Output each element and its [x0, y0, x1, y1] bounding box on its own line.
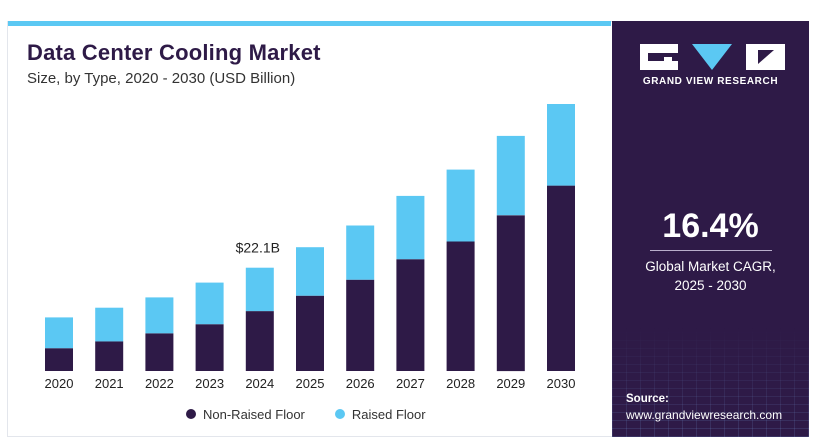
x-tick-label-2023: 2023: [195, 376, 224, 391]
x-tick-label-2024: 2024: [245, 376, 274, 391]
legend-label-raised: Raised Floor: [351, 406, 426, 422]
chart-title: Data Center Cooling Market: [27, 40, 321, 65]
legend-item-non-raised: Non-Raised Floor: [186, 407, 305, 422]
bar-non-raised-2026: [346, 279, 375, 371]
bar-non-raised-2020: [45, 348, 73, 371]
x-tick-label-2026: 2026: [346, 376, 375, 391]
cagr-label-line1: Global Market CAGR,: [645, 259, 776, 274]
bar-non-raised-2022: [145, 333, 174, 371]
bar-raised-2030: [547, 104, 575, 186]
bar-non-raised-2023: [195, 324, 224, 371]
x-tick-label-2020: 2020: [45, 376, 74, 391]
x-tick-label-2029: 2029: [496, 376, 525, 391]
bar-raised-2022: [145, 297, 174, 334]
cagr-label-line2: 2025 - 2030: [674, 278, 747, 293]
bar-raised-2021: [95, 307, 124, 342]
stacked-bar-chart: 2020 2021 2022 2023 2024 $22.1B 2025 2026 2027 20…: [45, 104, 576, 391]
cagr-label: Global Market CAGR, 2025 - 2030: [612, 257, 809, 295]
bar-non-raised-2030: [547, 185, 575, 371]
bar-raised-2023: [195, 282, 224, 325]
accent-bar: [8, 21, 611, 26]
source-url[interactable]: www.grandviewresearch.com: [626, 408, 783, 422]
source-label: Source:: [626, 393, 669, 405]
x-tick-label-2028: 2028: [446, 376, 475, 391]
bar-non-raised-2024: [245, 311, 274, 371]
legend: Non-Raised Floor Raised Floor: [186, 404, 426, 424]
bar-raised-2020: [45, 317, 73, 349]
x-tick-label-2025: 2025: [296, 376, 325, 391]
legend-swatch-raised: [334, 409, 345, 419]
x-tick-label-2021: 2021: [95, 376, 124, 391]
x-tick-label-2022: 2022: [145, 376, 174, 391]
legend-swatch-non-raised: [186, 409, 196, 419]
bar-raised-2026: [346, 225, 375, 280]
legend-label-non-raised: Non-Raised Floor: [203, 406, 305, 422]
bar-raised-2027: [396, 195, 425, 260]
x-tick-label-2027: 2027: [396, 376, 425, 391]
cagr-divider: [650, 250, 772, 251]
brand-name: GRAND VIEW RESEARCH: [642, 76, 779, 87]
summary-panel: GRAND VIEW RESEARCH 16.4% Global Market …: [612, 21, 809, 437]
bar-non-raised-2027: [396, 259, 425, 371]
cagr-value: 16.4%: [662, 207, 759, 245]
panel-grid-decoration: [612, 327, 809, 437]
bar-non-raised-2028: [446, 241, 475, 371]
bar-non-raised-2025: [296, 295, 324, 371]
grand-view-research-logo: [640, 44, 785, 70]
bar-raised-2025: [296, 247, 324, 296]
bar-raised-2028: [446, 169, 475, 242]
chart-subtitle: Size, by Type, 2020 - 2030 (USD Billion): [27, 70, 296, 87]
bar-raised-2029: [496, 135, 525, 216]
annotation-label-2024: $22.1B: [236, 240, 280, 256]
bar-non-raised-2029: [496, 215, 525, 372]
bar-non-raised-2021: [95, 341, 124, 371]
legend-item-raised: Raised Floor: [334, 406, 426, 422]
bar-raised-2024: [245, 267, 274, 312]
x-tick-label-2030: 2030: [547, 376, 576, 391]
